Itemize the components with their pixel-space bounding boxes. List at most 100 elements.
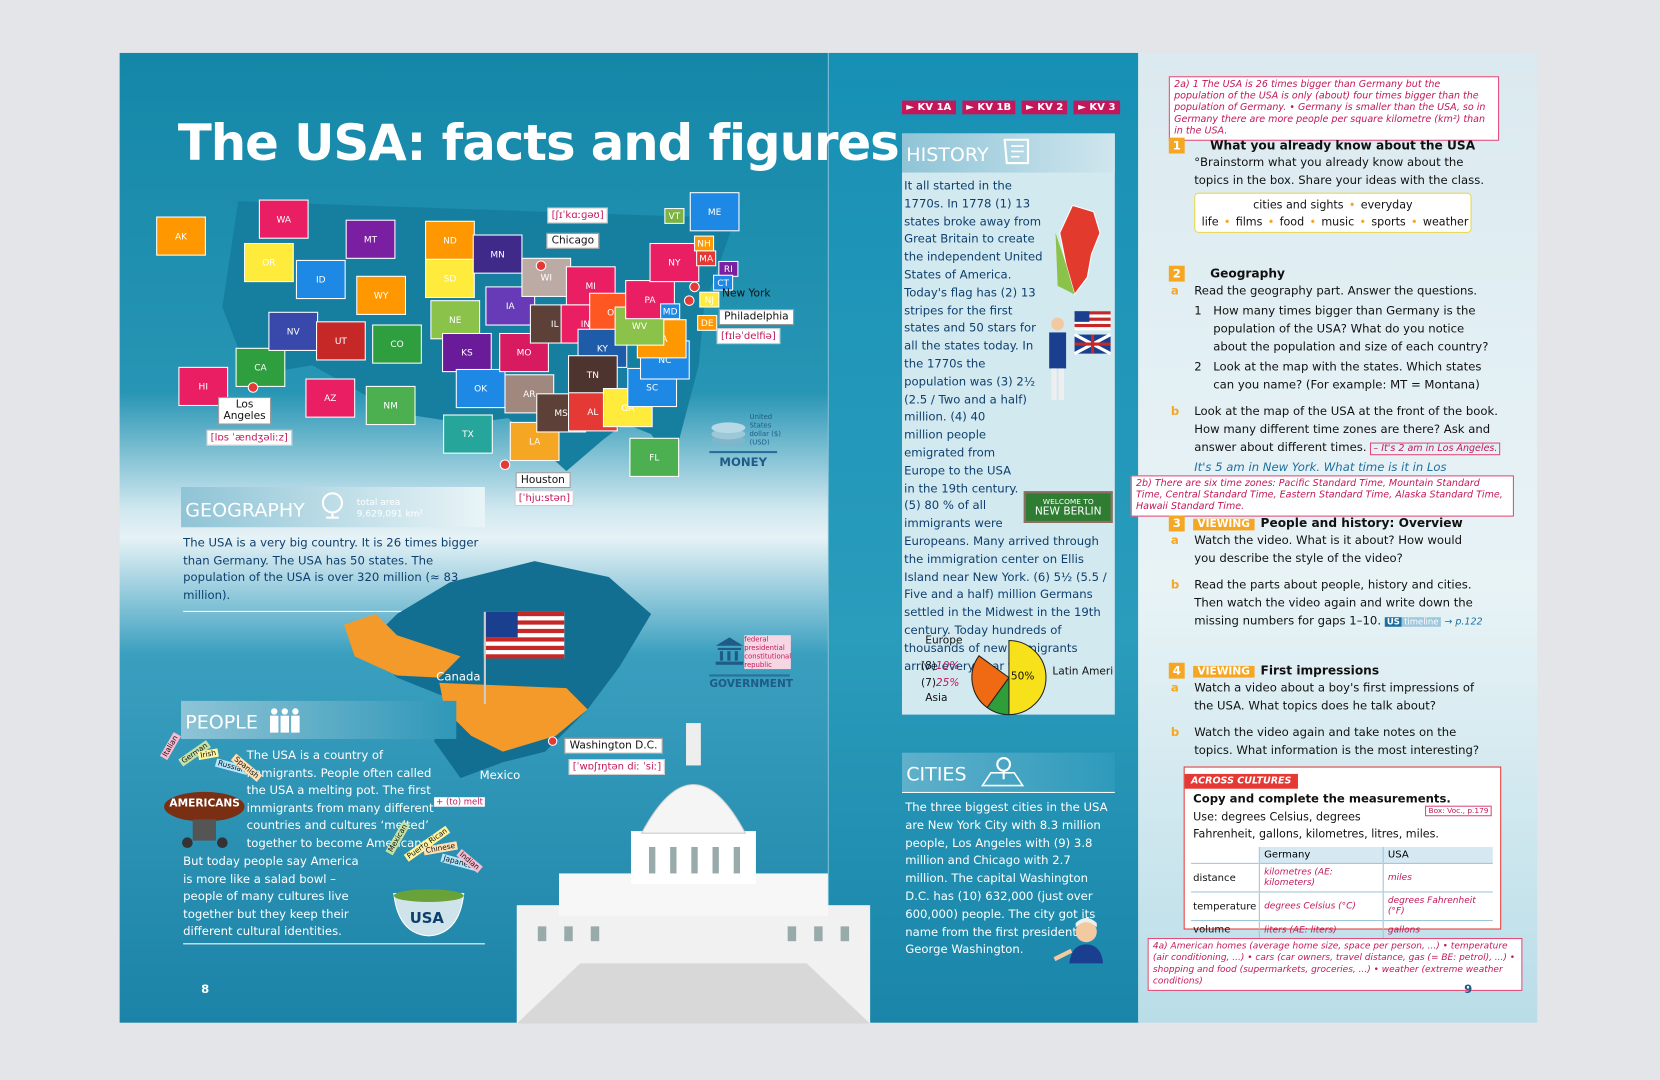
page-number-left: 8 [201, 982, 210, 997]
column-header: USA [1382, 846, 1493, 864]
topic-box: cities and sights • everyday life • films • fo… [1194, 192, 1472, 233]
history-heading: HISTORY [906, 143, 989, 167]
task-text: °Brainstorm what you already know about … [1194, 155, 1485, 188]
letter: b [1170, 725, 1180, 739]
task-1: 1 What you already know about the USA °Br… [1168, 133, 1487, 189]
letter: b [1170, 578, 1180, 592]
state [305, 378, 356, 418]
topic: cities and sights [1253, 199, 1344, 212]
use-line: Use: degrees Celsius, degrees Fahrenheit… [1193, 810, 1439, 841]
row-label: volume [1191, 920, 1260, 940]
task-2b: b Look at the map of the USA at the front… [1171, 402, 1501, 494]
state-label: RI [724, 265, 733, 275]
state [316, 321, 366, 361]
table-row: temperature degrees Celsius (°C) degrees F… [1191, 891, 1493, 921]
state-label: AL [587, 408, 598, 418]
task-number: 4 [1168, 662, 1185, 679]
task-2a: a Read the geography part. Answer the que… [1171, 282, 1486, 300]
city-phonetic: [ˈhjuːstən] [514, 490, 575, 507]
salad-illustration: USA Mexican Puerto Rican Chinese Japanese In… [385, 821, 492, 942]
cities-text: The three biggest cities in the USA are … [905, 800, 1108, 957]
state-label: NE [449, 316, 462, 326]
soldier-flags [1049, 311, 1112, 401]
state-label: SD [444, 275, 457, 285]
answer-2b: 2b) There are six time zones: Pacific St… [1130, 475, 1514, 517]
topic: sports [1371, 215, 1406, 229]
government-icon [715, 637, 744, 665]
cell: miles [1382, 862, 1493, 892]
separator: • [1411, 215, 1418, 229]
cities-heading: CITIES [906, 763, 967, 786]
instruction: Copy and complete the measurements. [1193, 791, 1451, 806]
bbq-grill [164, 791, 245, 849]
task-4a: a Watch a video about a boy's first impre… [1171, 679, 1486, 715]
sign-line-1: WELCOME TO [1042, 497, 1094, 507]
mexico-label: Mexico [479, 768, 521, 783]
state-label: OR [262, 259, 275, 269]
state-label: OK [474, 385, 488, 395]
state [244, 242, 294, 283]
state-label: MI [586, 282, 596, 292]
city-dot [689, 281, 700, 293]
state-label: NC [658, 356, 671, 366]
state [372, 324, 422, 364]
state-label: GA [621, 404, 635, 414]
state-label: HI [199, 383, 208, 393]
coins-icon [711, 422, 746, 446]
state-label: WA [276, 215, 291, 225]
geography-heading: GEOGRAPHY [185, 499, 305, 522]
globe-icon [321, 492, 344, 519]
title: The USA: facts and figures [177, 114, 900, 173]
welcome-sign: WELCOME TO NEW BERLIN [1023, 491, 1113, 523]
topic: films [1235, 215, 1263, 229]
state-label: IN [581, 320, 590, 330]
answer-2a: 2a) 1 The USA is 26 times bigger than Ge… [1168, 76, 1500, 141]
geography-text: The USA is a very big country. It is 26 … [183, 535, 491, 612]
salad-label: USA [409, 910, 444, 928]
state-label: UT [335, 337, 348, 347]
state-label: SC [646, 384, 658, 394]
letter: a [1170, 680, 1179, 695]
task-4b: b Watch the video again and take notes on… [1171, 723, 1486, 759]
state-label: AR [523, 390, 535, 400]
ref-word: timeline [1401, 617, 1441, 627]
state-label: MN [490, 250, 504, 260]
state [629, 437, 680, 477]
city-label: Washington D.C. [564, 737, 663, 754]
state [567, 355, 618, 395]
box-ref: Box: Voc., p.179 [1425, 805, 1492, 817]
pie-value-label: 10% [936, 660, 960, 672]
state-label: WY [374, 292, 389, 302]
money-note: United States dollar ($) (USD) [749, 412, 781, 447]
washington-portrait [1053, 917, 1104, 964]
state [699, 291, 720, 308]
state [268, 311, 319, 351]
kv-link: ► KV 3 [1073, 100, 1120, 115]
state [365, 385, 416, 426]
government-note: federal presidential constitutional repu… [744, 635, 792, 670]
bbq-illustration: AMERICANS Italian German Irish Russian Spani… [159, 732, 262, 853]
state-label: ME [708, 208, 722, 218]
separator: • [1359, 215, 1367, 229]
city-label: Philadelphia [718, 309, 794, 326]
pie-value-label: 25% [936, 677, 960, 689]
state-label: WI [541, 274, 553, 284]
state [696, 250, 717, 267]
task-3: 3 VIEWING People and history: Overview a Wa… [1168, 511, 1487, 632]
city-dot [247, 382, 259, 393]
state [425, 258, 475, 299]
row-label: distance [1191, 862, 1260, 892]
question-text: Look at the map with the states. Which s… [1213, 359, 1482, 392]
city-phonetic: [fɪləˈdelfiə] [716, 328, 780, 345]
people-text-1: The USA is a country of immigrants. Peop… [246, 748, 434, 850]
topic: food [1279, 215, 1305, 229]
state [356, 275, 407, 315]
people-heading: PEOPLE [185, 711, 258, 734]
header-row: Germany USA [1191, 846, 1493, 864]
kv-link: ► KV 1B [961, 100, 1016, 115]
question-text: How many times bigger than Germany is th… [1213, 303, 1489, 354]
cell: kilometres (AE: kilometers) [1258, 862, 1384, 892]
state-label: DE [701, 319, 714, 329]
colonies-map [1055, 204, 1101, 296]
